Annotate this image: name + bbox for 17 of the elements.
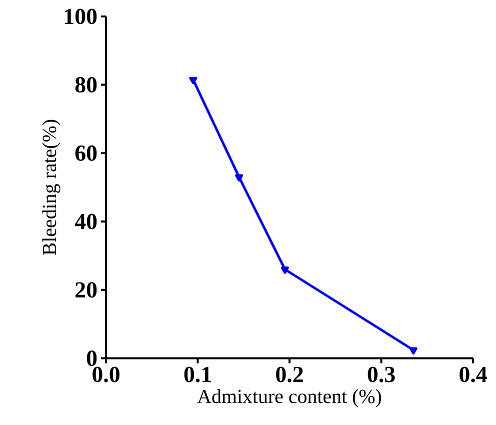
y-tick-label: 60 xyxy=(75,145,97,161)
x-axis-title: Admixture content (%) xyxy=(197,389,382,408)
y-tick-label: 0 xyxy=(86,350,97,366)
x-tick-label: 0.4 xyxy=(460,366,487,382)
y-tick-label: 20 xyxy=(76,282,97,298)
point xyxy=(235,174,244,182)
x-tick-label: 0.1 xyxy=(184,366,211,382)
point xyxy=(280,266,289,274)
y-tick-label: 100 xyxy=(64,8,97,24)
y-axis-title: Bleeding rate(%) xyxy=(42,120,60,256)
y-tick-label: 40 xyxy=(74,214,97,230)
point xyxy=(409,347,418,354)
x-tick-label: 0.3 xyxy=(368,366,395,382)
x-tick-label: 0.0 xyxy=(92,366,120,382)
x-tick-label: 0.2 xyxy=(276,366,303,382)
y-tick-label: 80 xyxy=(75,77,97,92)
point xyxy=(189,76,198,84)
